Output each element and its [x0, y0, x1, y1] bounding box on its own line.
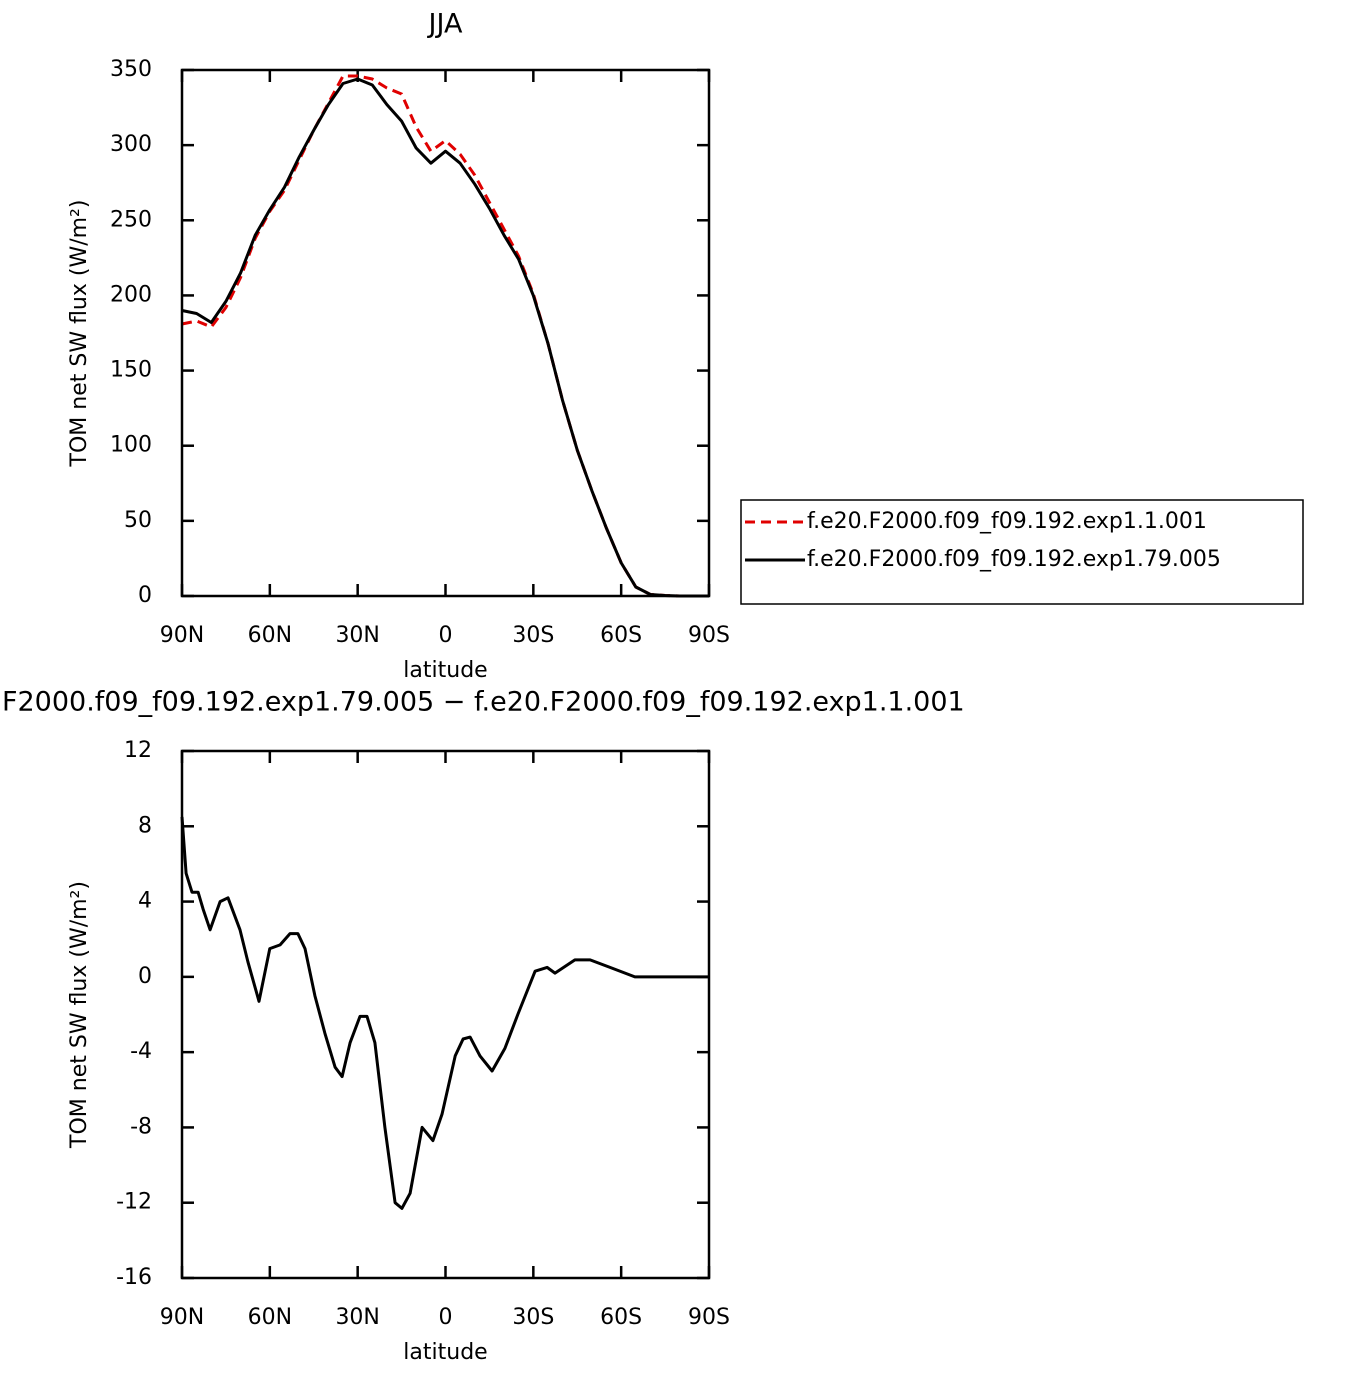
- y-tick-label: -16: [116, 1265, 152, 1290]
- x-tick-label: 60S: [600, 1305, 642, 1330]
- y-tick-label: -12: [116, 1190, 152, 1215]
- plot-frame: [180, 749, 711, 1280]
- x-tick-label: 30N: [335, 1305, 379, 1330]
- chart-title: f.e20.F2000.f09_f09.192.exp1.79.005 − f.…: [0, 687, 965, 718]
- x-tick-label: 60N: [248, 1305, 292, 1330]
- y-tick-label: 0: [138, 583, 152, 608]
- y-tick-label: -8: [130, 1114, 152, 1139]
- data-line: [181, 74, 709, 598]
- x-axis-label: latitude: [403, 658, 487, 683]
- y-tick-label: 150: [110, 358, 152, 383]
- y-tick-label: 8: [138, 813, 152, 838]
- y-tick-label: 200: [110, 282, 152, 307]
- x-tick-label: 60S: [600, 623, 642, 648]
- x-tick-label: 30S: [512, 623, 554, 648]
- data-line: [181, 77, 709, 598]
- x-tick-label: 90N: [160, 623, 204, 648]
- x-tick-label: 0: [439, 1305, 453, 1330]
- y-tick-label: 4: [138, 889, 152, 914]
- data-line: [180, 816, 709, 1210]
- y-tick-label: 50: [124, 508, 152, 533]
- y-tick-label: 100: [110, 433, 152, 458]
- x-tick-label: 90N: [160, 1305, 204, 1330]
- y-axis-label: TOM net SW flux (W/m²): [67, 200, 92, 468]
- plot-frame: [180, 68, 711, 598]
- x-tick-label: 30S: [512, 1305, 554, 1330]
- legend-label: f.e20.F2000.f09_f09.192.exp1.79.005: [807, 547, 1221, 572]
- y-tick-label: 12: [124, 738, 152, 763]
- y-tick-label: -4: [130, 1039, 152, 1064]
- y-tick-label: 350: [110, 57, 152, 82]
- y-tick-label: 250: [110, 207, 152, 232]
- y-tick-label: 300: [110, 132, 152, 157]
- x-tick-label: 60N: [248, 623, 292, 648]
- legend-label: f.e20.F2000.f09_f09.192.exp1.1.001: [807, 509, 1207, 534]
- x-axis-label: latitude: [403, 1340, 487, 1365]
- x-tick-label: 90S: [688, 1305, 730, 1330]
- x-tick-label: 90S: [688, 623, 730, 648]
- y-axis-label: TOM net SW flux (W/m²): [67, 881, 92, 1149]
- y-tick-label: 0: [138, 964, 152, 989]
- x-tick-label: 30N: [335, 623, 379, 648]
- chart-title: JJA: [427, 9, 463, 40]
- x-tick-label: 0: [439, 623, 453, 648]
- legend-box: [740, 499, 1304, 605]
